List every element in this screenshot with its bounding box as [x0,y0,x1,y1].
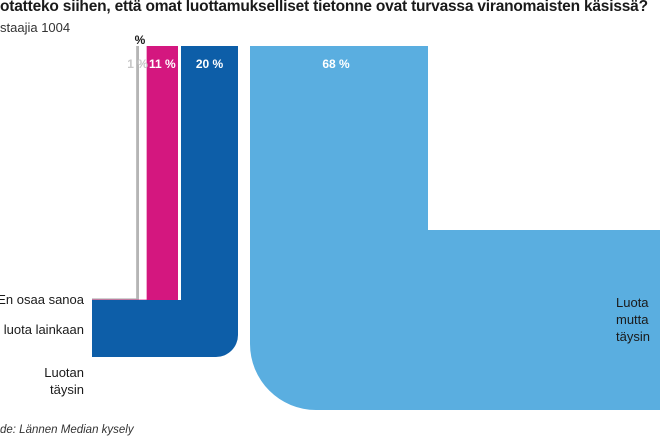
category-label-luotan-täysin-0: Luotan [44,365,84,380]
chart-title: otatteko siihen, että omat luottamuksell… [0,0,648,15]
bar-en-osaa-sanoa [92,46,139,300]
bar-luotan-täysin [92,46,238,357]
bars-group [92,46,660,410]
chart-subtitle: staajia 1004 [0,20,71,35]
bar-luota-lainkaan [92,46,178,331]
value-label-luota-lainkaan: 11 % [149,57,176,71]
value-label-en-osaa-sanoa: 1 % [127,57,148,71]
category-label-en-osaa-sanoa-0: En osaa sanoa [0,292,85,307]
category-label-luotan-täysin-1: täysin [50,382,84,397]
source-note: de: Lännen Median kysely [0,424,134,436]
bar-luotan-mutta-täysin [250,46,660,410]
category-label-luotan-mutta-täysin-1: mutta [616,312,649,327]
unit-header: % [135,33,146,47]
value-labels-group: 1 % 11 % 20 % 68 % [127,57,350,71]
value-label-luotan-mutta-täysin: 68 % [322,57,350,71]
value-label-luotan-täysin: 20 % [196,57,224,71]
category-labels-group: En osaa sanoa luota lainkaan Luotan täysin L… [0,292,650,397]
category-label-luotan-mutta-täysin-0: Luota [616,295,649,310]
category-label-luota-lainkaan-0: luota lainkaan [4,322,84,337]
category-label-luotan-mutta-täysin-2: täysin [616,329,650,344]
